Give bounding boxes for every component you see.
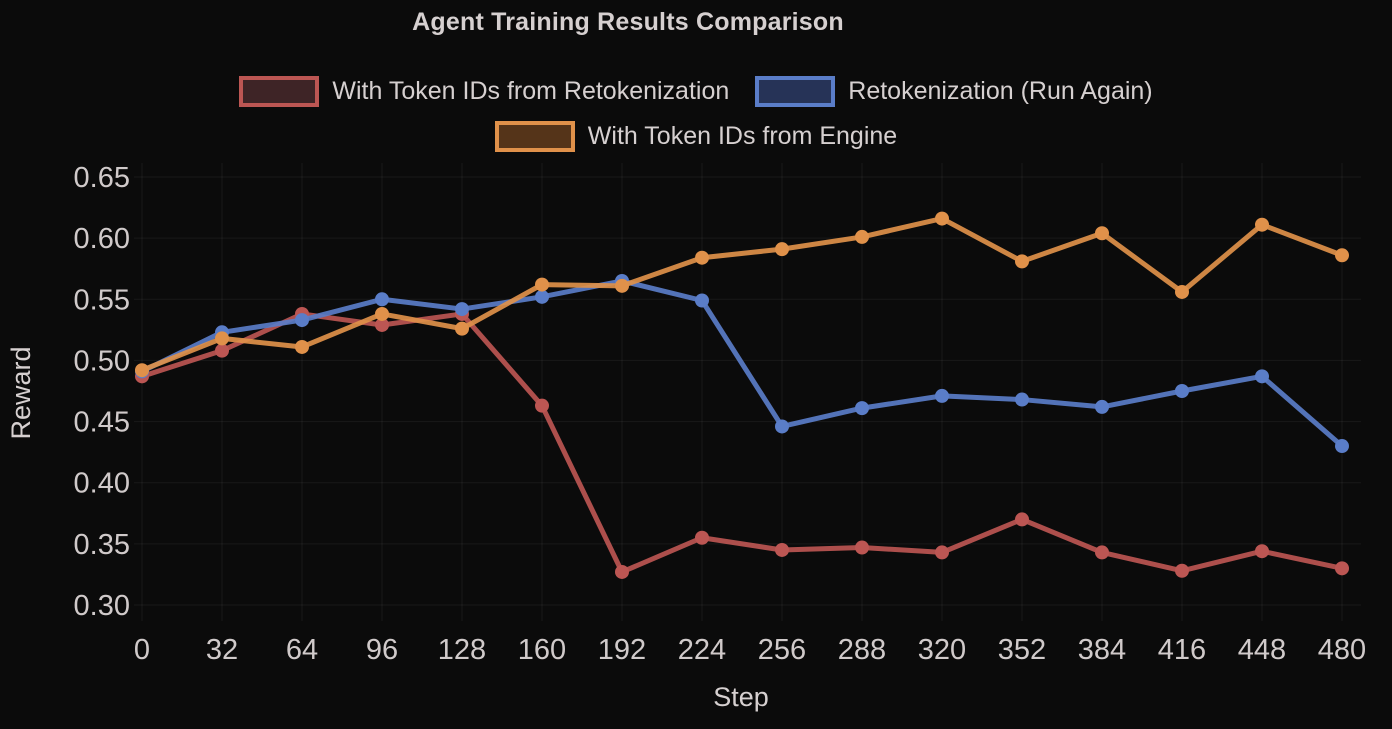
x-tick-label: 0 (134, 634, 150, 666)
x-tick-label: 64 (286, 634, 318, 666)
series-marker-1 (1015, 392, 1029, 407)
series-marker-0 (855, 540, 869, 555)
legend-swatch-red (239, 76, 320, 107)
series-marker-0 (615, 564, 629, 579)
series-marker-0 (375, 317, 389, 332)
series-marker-0 (215, 343, 229, 358)
legend-label: Retokenization (Run Again) (848, 77, 1153, 105)
x-axis-label: Step (713, 682, 769, 712)
y-tick-label: 0.45 (74, 407, 130, 439)
series-marker-1 (375, 292, 389, 307)
y-tick-label: 0.40 (74, 468, 130, 500)
series-marker-2 (1175, 284, 1189, 299)
series-marker-0 (1095, 545, 1109, 560)
x-tick-label: 320 (918, 634, 966, 666)
series-marker-0 (775, 542, 789, 557)
series-marker-1 (695, 293, 709, 308)
x-tick-label: 32 (206, 634, 238, 666)
series-marker-2 (1015, 254, 1029, 269)
y-tick-label: 0.65 (74, 162, 130, 194)
x-tick-label: 448 (1238, 634, 1286, 666)
series-marker-2 (775, 242, 789, 257)
series-marker-0 (935, 545, 949, 560)
x-tick-label: 96 (366, 634, 398, 666)
x-tick-label: 224 (678, 634, 726, 666)
y-tick-label: 0.50 (74, 345, 130, 377)
series-marker-1 (855, 401, 869, 416)
legend-swatch-blue (755, 76, 836, 107)
series-marker-2 (375, 306, 389, 321)
series-marker-2 (455, 321, 469, 336)
legend-row-2: With Token IDs from Engine (494, 121, 898, 152)
series-marker-2 (535, 277, 549, 292)
series-line-0 (139, 311, 1345, 575)
series-marker-2 (1255, 217, 1269, 232)
series-marker-1 (1095, 399, 1109, 414)
series-line-1 (139, 278, 1345, 449)
y-tick-label: 0.60 (74, 223, 130, 255)
series-marker-1 (455, 302, 469, 317)
series-marker-2 (295, 339, 309, 354)
x-tick-label: 128 (438, 634, 486, 666)
x-tick-label: 384 (1078, 634, 1126, 666)
series-marker-1 (1175, 383, 1189, 398)
series-marker-2 (1095, 226, 1109, 241)
x-tick-label: 288 (838, 634, 886, 666)
legend-item-retokenization-ids: With Token IDs from Retokenization (239, 76, 729, 107)
y-tick-label: 0.35 (74, 529, 130, 561)
legend-item-engine-ids: With Token IDs from Engine (494, 121, 898, 152)
series-marker-2 (615, 278, 629, 293)
series-marker-2 (1335, 248, 1349, 263)
x-tick-label: 352 (998, 634, 1046, 666)
y-axis-label: Reward (6, 346, 36, 439)
x-tick-label: 256 (758, 634, 806, 666)
series-marker-2 (695, 250, 709, 265)
legend-row-1: With Token IDs from Retokenization Retok… (239, 76, 1153, 107)
series-marker-1 (935, 388, 949, 403)
legend-swatch-orange (494, 121, 575, 152)
y-tick-label: 0.55 (74, 284, 130, 316)
x-tick-label: 480 (1318, 634, 1366, 666)
legend-label: With Token IDs from Retokenization (332, 77, 730, 105)
series-marker-2 (935, 211, 949, 226)
series-marker-2 (135, 363, 149, 378)
chart-title: Agent Training Results Comparison (412, 8, 844, 36)
series-marker-0 (695, 530, 709, 545)
series-marker-1 (1335, 439, 1349, 454)
series-marker-1 (295, 313, 309, 328)
series-marker-1 (535, 289, 549, 304)
series-marker-0 (1335, 561, 1349, 576)
series-marker-2 (215, 331, 229, 346)
x-tick-label: 160 (518, 634, 566, 666)
series-marker-1 (775, 419, 789, 434)
x-tick-label: 192 (598, 634, 646, 666)
series-marker-0 (535, 398, 549, 413)
legend-label: With Token IDs from Engine (587, 122, 898, 150)
series-marker-0 (1175, 563, 1189, 578)
series-marker-2 (855, 229, 869, 244)
series-line-2 (139, 216, 1345, 373)
y-tick-label: 0.30 (74, 590, 130, 622)
series-marker-0 (1015, 512, 1029, 527)
legend-item-retokenization-run-again: Retokenization (Run Again) (755, 76, 1153, 107)
series-marker-1 (1255, 369, 1269, 384)
series-marker-0 (1255, 544, 1269, 559)
x-tick-label: 416 (1158, 634, 1206, 666)
legend: With Token IDs from Retokenization Retok… (0, 76, 1392, 152)
